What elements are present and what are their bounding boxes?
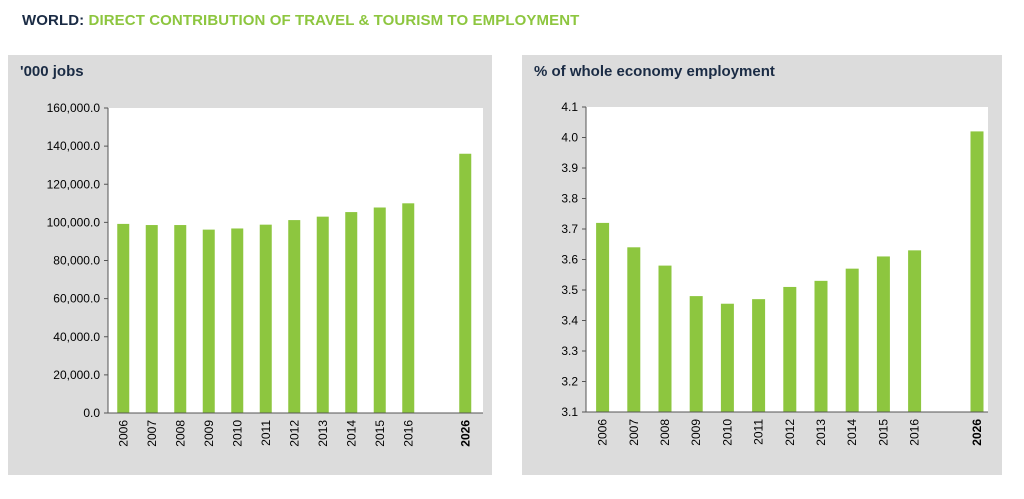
share-bar-2009 — [689, 296, 703, 412]
share-bar-2016 — [908, 250, 922, 412]
jobs-y-tick-label: 120,000.0 — [47, 177, 101, 191]
jobs-chart-panel: '000 jobs 0.0 20,000.0 40,000.0 60,000.0 80,… — [8, 55, 492, 475]
share-y-tick-label: 4.1 — [561, 100, 578, 114]
jobs-x-label-2008: 2008 — [173, 420, 187, 447]
jobs-x-label-2013: 2013 — [316, 420, 330, 447]
share-bar-2026 — [970, 131, 984, 412]
share-x-label-2016: 2016 — [908, 419, 922, 446]
share-x-label-2010: 2010 — [720, 419, 734, 446]
share-x-label-2012: 2012 — [783, 419, 797, 446]
share-bar-2014 — [845, 268, 859, 412]
jobs-bar-2011 — [259, 224, 272, 413]
share-x-label-2009: 2009 — [689, 419, 703, 446]
jobs-bar-2007 — [145, 225, 158, 413]
share-bar-2007 — [627, 247, 641, 412]
title-prefix: WORLD: — [22, 12, 85, 29]
share-y-tick-label: 3.2 — [561, 375, 578, 389]
page-title: WORLD: DIRECT CONTRIBUTION OF TRAVEL & T… — [22, 12, 579, 29]
jobs-bar-2015 — [373, 207, 386, 413]
jobs-y-tick-label: 160,000.0 — [47, 101, 101, 115]
share-y-tick-label: 3.5 — [561, 283, 578, 297]
share-chart: 3.1 3.2 3.3 3.4 3.5 3.6 3.7 3.8 3.9 4.0 4.1 2006 200… — [561, 100, 988, 446]
jobs-bar-2013 — [316, 216, 329, 413]
jobs-bar-2010 — [231, 228, 244, 413]
jobs-bar-2009 — [202, 229, 215, 413]
jobs-x-label-2010: 2010 — [230, 420, 244, 447]
jobs-bar-2014 — [345, 212, 358, 413]
jobs-y-tick-label: 60,000.0 — [53, 292, 100, 306]
jobs-bar-2012 — [288, 220, 301, 413]
share-chart-title: % of whole economy employment — [534, 63, 775, 80]
share-y-tick-label: 3.6 — [561, 253, 578, 267]
share-bar-2008 — [658, 265, 672, 412]
jobs-x-label-2016: 2016 — [401, 420, 415, 447]
share-bar-2015 — [876, 256, 890, 412]
jobs-x-label-2014: 2014 — [344, 420, 358, 447]
jobs-x-label-2026: 2026 — [458, 420, 472, 447]
jobs-bar-2006 — [117, 223, 130, 413]
title-main: DIRECT CONTRIBUTION OF TRAVEL & TOURISM … — [88, 12, 580, 29]
share-y-tick-label: 3.4 — [561, 314, 578, 328]
share-y-tick-label: 3.3 — [561, 344, 578, 358]
share-x-label-2013: 2013 — [814, 419, 828, 446]
share-y-tick-label: 3.1 — [561, 405, 578, 419]
share-x-label-2011: 2011 — [752, 419, 766, 445]
jobs-bar-2008 — [174, 225, 187, 413]
jobs-chart-title: '000 jobs — [20, 63, 84, 80]
jobs-x-label-2012: 2012 — [287, 420, 301, 447]
share-x-label-2014: 2014 — [845, 419, 859, 446]
jobs-y-tick-label: 80,000.0 — [53, 254, 100, 268]
jobs-x-label-2015: 2015 — [373, 420, 387, 447]
jobs-bar-2026 — [459, 153, 472, 413]
jobs-x-label-2007: 2007 — [145, 420, 159, 447]
share-x-label-2015: 2015 — [876, 419, 890, 446]
jobs-y-tick-label: 140,000.0 — [47, 139, 101, 153]
share-x-label-2006: 2006 — [596, 419, 610, 446]
share-bar-2013 — [814, 280, 828, 412]
jobs-y-tick-label: 0.0 — [83, 406, 100, 420]
share-x-label-2026: 2026 — [970, 419, 984, 446]
share-bar-2011 — [752, 299, 766, 412]
jobs-chart: 0.0 20,000.0 40,000.0 60,000.0 80,000.0 100,0… — [47, 101, 483, 447]
jobs-bar-2016 — [402, 203, 415, 413]
jobs-x-label-2009: 2009 — [202, 420, 216, 447]
share-y-tick-label: 3.8 — [561, 192, 578, 206]
share-y-tick-label: 4.0 — [561, 131, 578, 145]
jobs-x-label-2011: 2011 — [259, 420, 273, 446]
jobs-y-tick-label: 20,000.0 — [53, 368, 100, 382]
jobs-y-tick-label: 100,000.0 — [47, 215, 101, 229]
jobs-x-label-2006: 2006 — [116, 420, 130, 447]
jobs-y-tick-label: 40,000.0 — [53, 330, 100, 344]
share-bar-2010 — [720, 303, 734, 412]
share-chart-panel: % of whole economy employment 3.1 3.2 3.3 3… — [522, 55, 1002, 475]
share-x-label-2008: 2008 — [658, 419, 672, 446]
share-bar-2006 — [596, 222, 610, 412]
share-y-tick-label: 3.9 — [561, 161, 578, 175]
share-y-tick-label: 3.7 — [561, 222, 578, 236]
share-x-label-2007: 2007 — [627, 419, 641, 446]
share-bar-2012 — [783, 286, 797, 412]
